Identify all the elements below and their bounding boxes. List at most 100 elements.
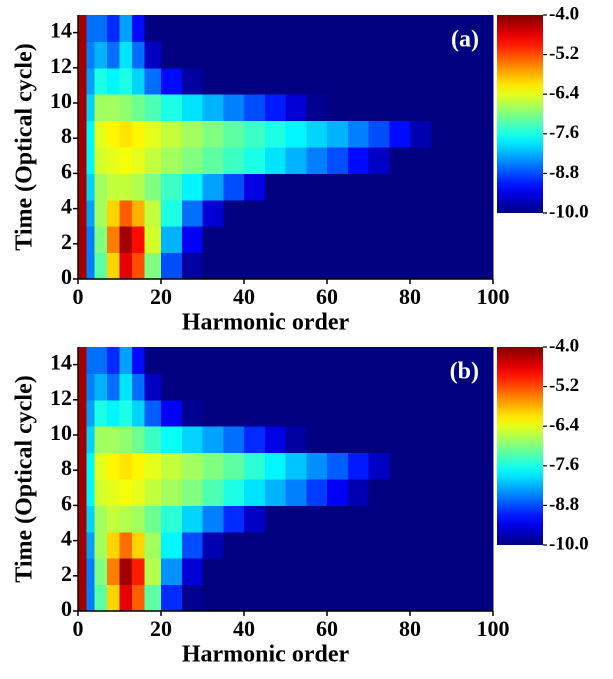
heatmap-cell xyxy=(86,67,96,95)
heatmap-cell xyxy=(264,15,286,42)
y-tick-label: 8 xyxy=(61,123,72,148)
heatmap-cell xyxy=(181,94,203,122)
heatmap-cell xyxy=(181,479,203,506)
heatmap-cell xyxy=(78,558,87,586)
heatmap-cell xyxy=(78,584,87,612)
heatmap-cell xyxy=(119,505,133,533)
heatmap-cell xyxy=(306,426,328,454)
heatmap-cell xyxy=(430,252,452,280)
heatmap-cell xyxy=(144,399,162,427)
heatmap-cell xyxy=(327,479,349,506)
heatmap-cell xyxy=(306,173,328,201)
heatmap-cell xyxy=(264,252,286,280)
heatmap-cell xyxy=(368,15,390,42)
heatmap-cell xyxy=(430,67,452,95)
colorbar-tick-label: -5.2 xyxy=(549,375,579,396)
x-tick-label: 40 xyxy=(233,284,255,309)
heatmap-cell xyxy=(306,399,328,427)
heatmap-cell xyxy=(285,226,307,254)
heatmap-cell xyxy=(451,584,494,612)
colorbar xyxy=(497,347,543,545)
heatmap-cell xyxy=(161,558,183,586)
heatmap-cell xyxy=(131,347,145,374)
heatmap-cell xyxy=(327,505,349,533)
heatmap-cell xyxy=(264,373,286,401)
heatmap-cell xyxy=(94,505,108,533)
heatmap-cell xyxy=(327,252,349,280)
heatmap-cell xyxy=(223,531,245,559)
heatmap-cell xyxy=(202,173,224,201)
heatmap-cell xyxy=(181,452,203,480)
heatmap-cell xyxy=(223,15,245,42)
heatmap-cell xyxy=(389,173,411,201)
heatmap-cell xyxy=(202,505,224,533)
heatmap-cell xyxy=(244,94,266,122)
heatmap-cell xyxy=(86,120,96,148)
heatmap-cell xyxy=(244,399,266,427)
x-tick-label: 0 xyxy=(73,284,84,309)
heatmap-cell xyxy=(389,347,411,374)
x-tick-label: 60 xyxy=(316,616,338,641)
heatmap-cell xyxy=(244,120,266,148)
heatmap-cell xyxy=(347,558,369,586)
heatmap-cell xyxy=(119,120,133,148)
heatmap-cell xyxy=(451,399,494,427)
heatmap-cell xyxy=(144,584,162,612)
heatmap-cell xyxy=(94,41,108,69)
heatmap-cell xyxy=(306,67,328,95)
heatmap-cell xyxy=(94,426,108,454)
heatmap-cell xyxy=(144,147,162,174)
y-axis-label: Time (Optical cycle) xyxy=(12,43,38,251)
heatmap-cell xyxy=(410,452,432,480)
heatmap-cell xyxy=(131,399,145,427)
heatmap-cell xyxy=(119,67,133,95)
heatmap-cell xyxy=(389,147,411,174)
heatmap-cell xyxy=(389,199,411,227)
heatmap-cell xyxy=(306,558,328,586)
heatmap-cell xyxy=(181,226,203,254)
heatmap-cell xyxy=(107,399,120,427)
heatmap-cell xyxy=(131,173,145,201)
heatmap-cell xyxy=(347,67,369,95)
heatmap-cell xyxy=(285,67,307,95)
heatmap-cell xyxy=(131,505,145,533)
heatmap-cell xyxy=(107,558,120,586)
heatmap-cell xyxy=(86,147,96,174)
heatmap-cell xyxy=(264,479,286,506)
heatmap-cell xyxy=(389,41,411,69)
heatmap-cell xyxy=(327,584,349,612)
heatmap-cell xyxy=(94,173,108,201)
heatmap-cell xyxy=(368,452,390,480)
colorbar-tick-label: -5.2 xyxy=(549,43,579,64)
heatmap-cell xyxy=(107,584,120,612)
heatmap-cell xyxy=(389,505,411,533)
heatmap-cell xyxy=(94,399,108,427)
heatmap-cell xyxy=(327,120,349,148)
heatmap-cell xyxy=(86,452,96,480)
heatmap-cell xyxy=(430,199,452,227)
heatmap-cell xyxy=(181,15,203,42)
heatmap-cell xyxy=(285,252,307,280)
heatmap-cell xyxy=(389,15,411,42)
heatmap-cell xyxy=(78,94,87,122)
heatmap-cell xyxy=(161,252,183,280)
heatmap-cell xyxy=(285,120,307,148)
heatmap-cell xyxy=(244,505,266,533)
heatmap-cell xyxy=(389,226,411,254)
heatmap-cell xyxy=(285,199,307,227)
heatmap-cell xyxy=(161,226,183,254)
heatmap-cell xyxy=(144,173,162,201)
heatmap-cell xyxy=(161,199,183,227)
y-tick-label: 4 xyxy=(61,526,72,551)
heatmap-cell xyxy=(223,426,245,454)
heatmap-cell xyxy=(244,584,266,612)
heatmap-cell xyxy=(389,479,411,506)
heatmap-cell xyxy=(264,426,286,454)
panel-label: (b) xyxy=(450,359,479,385)
x-tick-label: 100 xyxy=(477,616,510,641)
heatmap-cell xyxy=(347,426,369,454)
heatmap-cell xyxy=(264,41,286,69)
heatmap-cell xyxy=(368,505,390,533)
heatmap-cell xyxy=(451,41,494,69)
heatmap-cell xyxy=(223,94,245,122)
